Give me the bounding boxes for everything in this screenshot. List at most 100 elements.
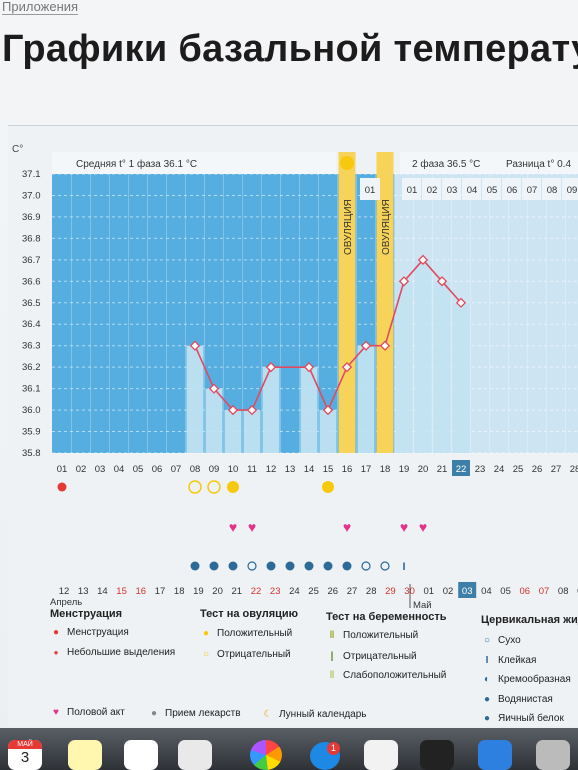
- calendar-day-label: 14: [97, 586, 108, 597]
- calendar-day-label: 17: [155, 586, 166, 597]
- top-day-label: 03: [447, 185, 458, 196]
- x-tick-label: 19: [399, 464, 410, 475]
- temperature-bar: [414, 259, 432, 453]
- x-tick-label: 22: [456, 464, 467, 475]
- intercourse-heart-icon: ♥: [343, 519, 351, 535]
- books-app-icon[interactable]: [420, 740, 454, 770]
- top-day-label: 02: [427, 185, 438, 196]
- music-app-icon[interactable]: [364, 740, 398, 770]
- top-day-label: 01: [365, 185, 376, 196]
- x-tick-label: 02: [76, 464, 87, 475]
- calendar-day-label: 01: [424, 586, 435, 597]
- calendar-day-label: 24: [289, 586, 300, 597]
- legend-intercourse: ♥ Половой акт: [50, 707, 125, 718]
- temperature-point: [208, 383, 220, 394]
- x-tick-label: 26: [532, 464, 543, 475]
- temperature-bar: [186, 345, 204, 453]
- y-tick-label: 36.2: [22, 362, 41, 373]
- header-strip-phase2: [400, 152, 578, 174]
- ovulation-column: [376, 152, 394, 453]
- legend-preg-weak: ‖ Слабоположительный: [326, 670, 447, 681]
- y-tick-label: 36.5: [22, 298, 41, 309]
- ovulation-test-positive-icon: [322, 481, 334, 493]
- temperature-point: [189, 340, 201, 351]
- bbt-chart: ОВУЛЯЦИЯ ОВУЛЯЦИЯ 35.8 35.9 36.0 36.1 36.2 36.…: [22, 152, 578, 611]
- calendar-day-label: 13: [78, 586, 89, 597]
- empty-drop-icon: ○: [483, 635, 491, 646]
- photo-booth-app-icon[interactable]: [178, 740, 212, 770]
- x-tick-label: 04: [114, 464, 125, 475]
- month-label-april: Апрель: [50, 597, 82, 608]
- calendar-day-label: 18: [174, 586, 185, 597]
- top-day-label: 08: [547, 185, 558, 196]
- x-tick-label: 06: [152, 464, 163, 475]
- temperature-bar: [319, 410, 337, 453]
- legend-cervical-dry: ○ Сухо: [481, 635, 521, 646]
- temperature-point: [265, 361, 277, 373]
- calendar-day-label: 02: [443, 586, 454, 597]
- app-store-icon[interactable]: [478, 740, 512, 770]
- ovulation-test-positive-icon: [227, 481, 239, 493]
- y-tick-label: 36.0: [22, 405, 41, 416]
- top-day-cell: [502, 178, 521, 200]
- photos-app-icon[interactable]: [250, 740, 282, 770]
- calendar-app-icon[interactable]: МАЙ 3: [8, 740, 42, 770]
- calendar-day-label: 04: [481, 586, 492, 597]
- legend-cervical-title: Цервикальная жид: [481, 614, 578, 626]
- phase1-average: Средняя t° 1 фаза 36.1 °С: [76, 158, 197, 170]
- top-day-label: 09: [567, 185, 578, 196]
- ovulation-test-negative-icon: [188, 480, 202, 494]
- top-day-cell: [360, 178, 380, 200]
- cervical-fluid-icon: [323, 561, 333, 571]
- legend-spotting-item: ● Небольшие выделения: [50, 647, 176, 658]
- cervical-dry-icon: [361, 561, 371, 571]
- filled-circle-icon: ●: [202, 628, 210, 639]
- top-day-label: 06: [507, 185, 518, 196]
- calendar-day-label: 23: [270, 586, 281, 597]
- temperature-bar: [224, 410, 242, 453]
- ovulation-test-negative-icon: [207, 480, 221, 494]
- x-tick-label: 21: [437, 464, 448, 475]
- y-tick-label: 36.6: [22, 276, 41, 287]
- temperature-point: [398, 276, 410, 287]
- x-tick-label: 09: [209, 464, 220, 475]
- notes-app-icon[interactable]: [68, 740, 102, 770]
- cervical-fluid-icon: [209, 561, 219, 571]
- top-day-cell: [442, 178, 461, 200]
- single-bar-icon: |: [330, 651, 334, 662]
- double-bar-icon: ‖: [329, 630, 335, 641]
- x-tick-label: 20: [418, 464, 429, 475]
- temperature-bar: [357, 345, 375, 453]
- top-day-label: 04: [467, 185, 478, 196]
- ovulation-column: [338, 152, 356, 453]
- notification-badge: 1: [327, 742, 340, 755]
- x-tick-label: 16: [342, 464, 353, 475]
- cervical-fluid-icon: [190, 561, 200, 571]
- y-axis-unit: С°: [12, 144, 24, 155]
- legend-menstruation-title: Менструация: [50, 608, 123, 620]
- x-tick-label: 07: [171, 464, 182, 475]
- y-tick-label: 36.1: [22, 384, 41, 395]
- cervical-fluid-icon: [304, 561, 314, 571]
- calendar-highlight: [458, 582, 477, 598]
- empty-circle-icon: ○: [202, 649, 210, 660]
- calendar-day-label: 03: [462, 586, 473, 597]
- breadcrumb[interactable]: Приложения: [2, 0, 79, 15]
- legend-preg-negative: | Отрицательный: [326, 651, 417, 662]
- calendar-day-label: 12: [59, 586, 70, 597]
- top-day-cell: [422, 178, 441, 200]
- x-tick-label: 23: [475, 464, 486, 475]
- ovulation-label: ОВУЛЯЦИЯ: [381, 199, 392, 255]
- legend-menstruation-item: ● Менструация: [50, 627, 129, 638]
- month-label-may: Май: [413, 600, 432, 611]
- calendar-day-label: 05: [500, 586, 511, 597]
- temperature-bar: [205, 388, 223, 453]
- drop-icon: ●: [483, 694, 491, 705]
- system-preferences-icon[interactable]: [536, 740, 570, 770]
- calendar-day-label: 20: [212, 586, 223, 597]
- top-day-cell: [562, 178, 578, 200]
- calendar-day-label: 26: [328, 586, 339, 597]
- x-tick-label: 13: [285, 464, 296, 475]
- reminders-app-icon[interactable]: [124, 740, 158, 770]
- x-tick-label: 12: [266, 464, 277, 475]
